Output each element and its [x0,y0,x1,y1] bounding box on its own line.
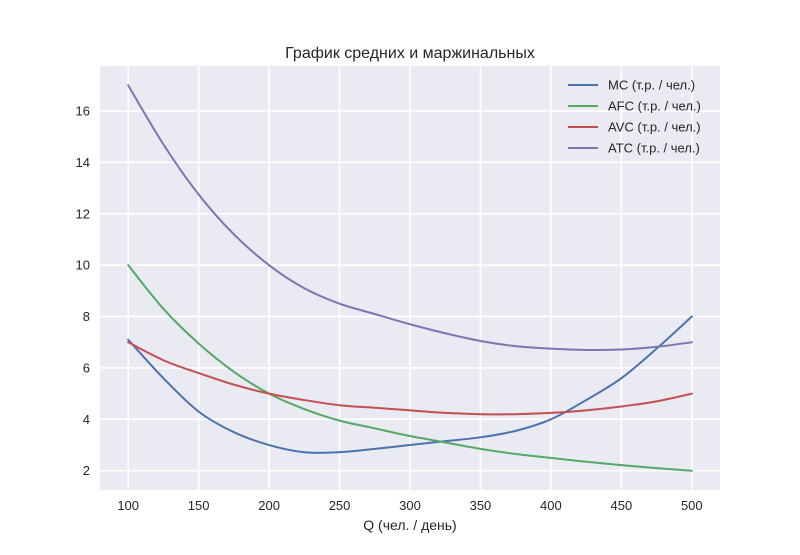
x-tick-label: 300 [399,498,421,513]
y-tick-label: 12 [76,206,90,221]
chart-title: График средних и маржинальных [285,45,535,62]
y-tick-label: 10 [76,258,90,273]
y-tick-label: 14 [76,155,90,170]
y-tick-label: 8 [83,309,90,324]
legend: MC (т.р. / чел.) AFC (т.р. / чел.) AVC (т.… [568,78,701,156]
y-tick-label: 6 [83,360,90,375]
x-tick-label: 250 [329,498,351,513]
legend-label: MC (т.р. / чел.) [608,78,695,93]
series-layer [127,84,693,472]
x-tick-label: 450 [611,498,633,513]
series-line-0 [127,315,693,454]
legend-label: AVC (т.р. / чел.) [608,120,701,135]
series-line-1 [127,264,693,472]
legend-label: AFC (т.р. / чел.) [608,99,701,114]
y-tick-label: 2 [83,463,90,478]
series-line-2 [127,341,693,416]
x-axis-label: Q (чел. / день) [363,517,456,533]
x-tick-label: 500 [681,498,703,513]
x-tick-label: 150 [188,498,210,513]
grid [100,66,720,490]
x-tick-label: 350 [470,498,492,513]
x-axis-ticks: 100 150 200 250 300 350 400 450 500 [117,498,702,513]
series-line-3 [127,84,693,351]
y-tick-label: 16 [76,103,90,118]
y-axis-ticks: 2 4 6 8 10 12 14 16 [76,103,90,478]
x-tick-label: 100 [117,498,139,513]
legend-label: ATC (т.р. / чел.) [608,141,700,156]
x-tick-label: 200 [258,498,280,513]
y-tick-label: 4 [83,412,90,427]
x-tick-label: 400 [540,498,562,513]
